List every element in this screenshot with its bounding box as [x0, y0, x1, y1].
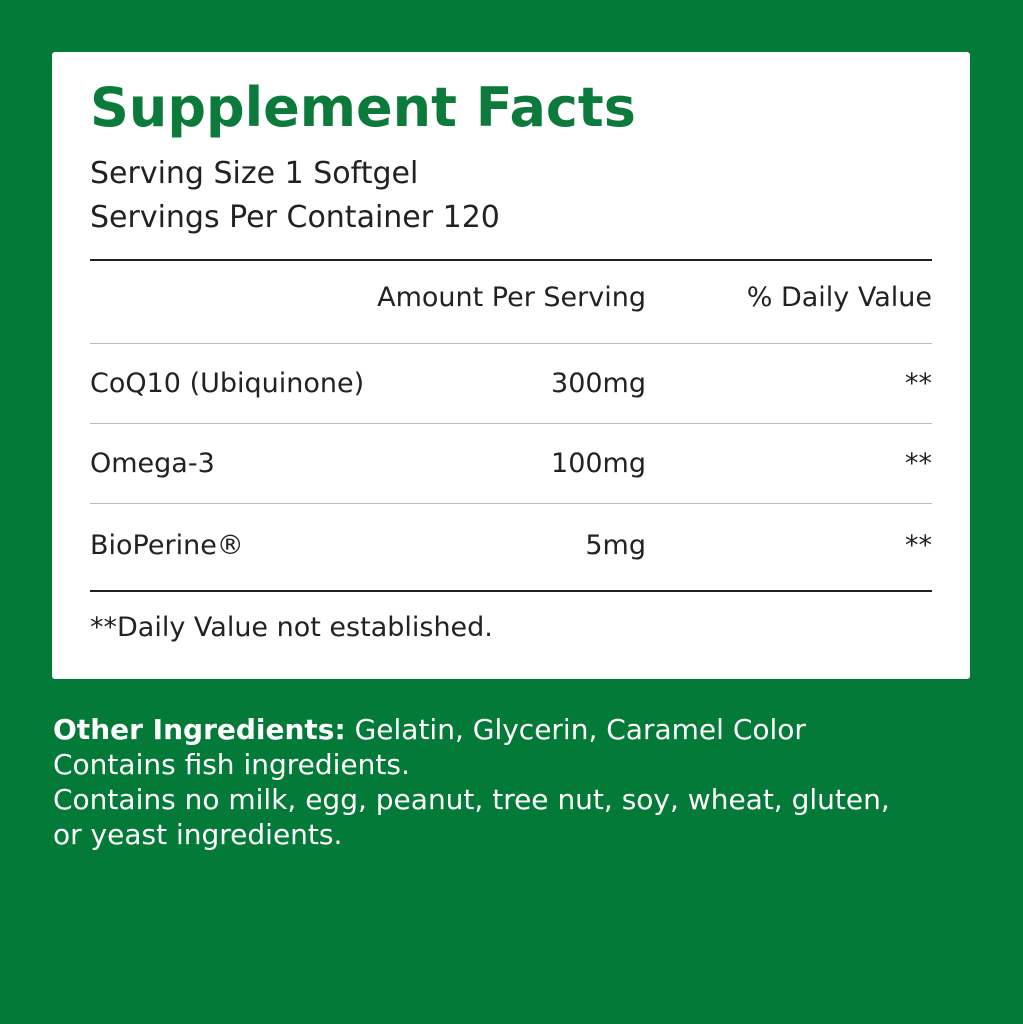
panel-title: Supplement Facts [90, 76, 636, 139]
row-amount: 100mg [551, 448, 646, 479]
footnote: **Daily Value not established. [90, 612, 493, 643]
other-ingredients: Other Ingredients: Gelatin, Glycerin, Ca… [53, 712, 953, 852]
divider [90, 343, 932, 344]
row-name: Omega-3 [90, 448, 215, 479]
divider [90, 503, 932, 504]
row-name: BioPerine® [90, 530, 244, 561]
row-amount: 5mg [585, 530, 646, 561]
allergen-free-statement-cont: or yeast ingredients. [53, 818, 343, 851]
servings-per-container: Servings Per Container 120 [90, 200, 500, 235]
other-ingredients-label: Other Ingredients: [53, 713, 346, 746]
header-daily-value: % Daily Value [746, 282, 932, 313]
divider [90, 423, 932, 424]
header-amount: Amount Per Serving [377, 282, 646, 313]
allergen-statement: Contains fish ingredients. [53, 748, 410, 781]
allergen-free-statement: Contains no milk, egg, peanut, tree nut,… [53, 783, 890, 816]
row-name: CoQ10 (Ubiquinone) [90, 368, 365, 399]
row-amount: 300mg [551, 368, 646, 399]
supplement-facts-panel: Supplement Facts Serving Size 1 Softgel … [52, 52, 970, 679]
serving-size: Serving Size 1 Softgel [90, 156, 419, 191]
thick-divider [90, 259, 932, 261]
row-daily-value: ** [905, 448, 932, 479]
other-ingredients-list: Gelatin, Glycerin, Caramel Color [345, 713, 806, 746]
row-daily-value: ** [905, 530, 932, 561]
thick-divider [90, 590, 932, 592]
row-daily-value: ** [905, 368, 932, 399]
